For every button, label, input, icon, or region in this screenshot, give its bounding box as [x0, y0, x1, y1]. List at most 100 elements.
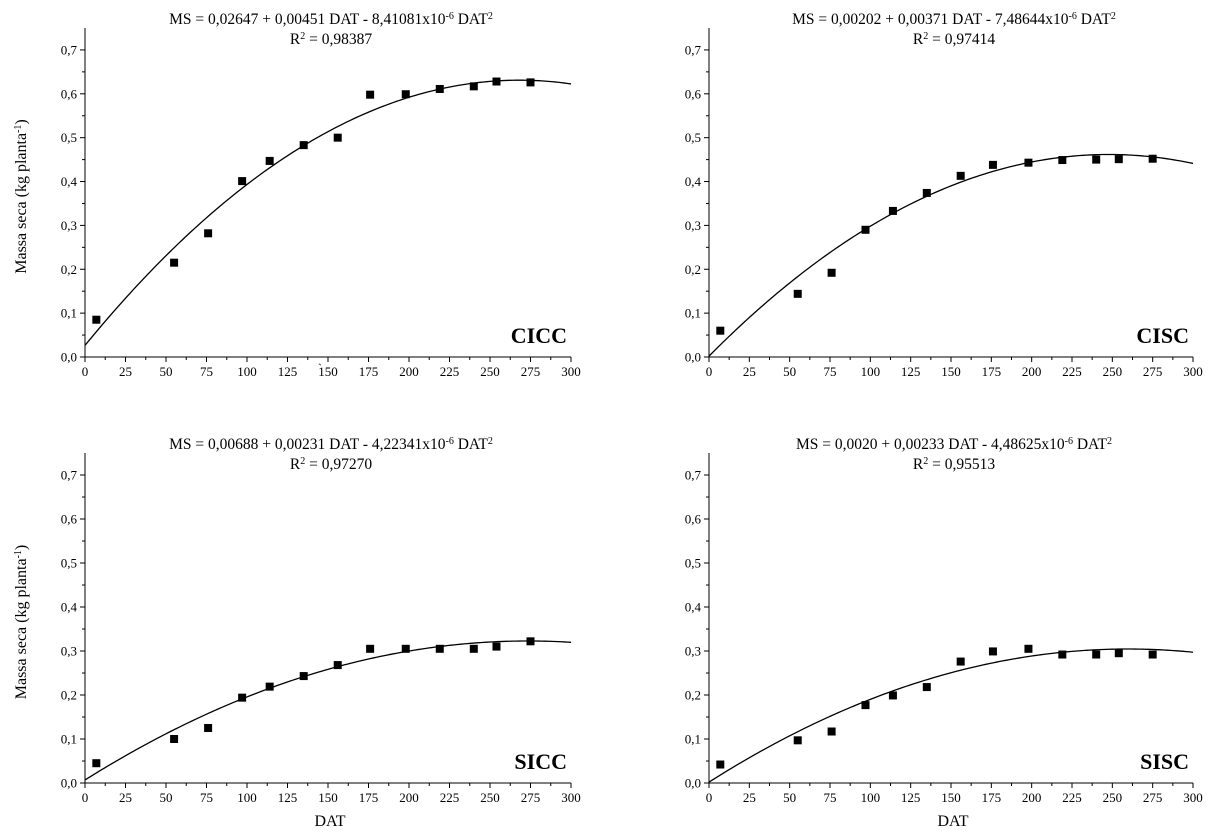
y-tick-label: 0,3	[685, 644, 701, 659]
r-squared-label: R2 = 0,97270	[290, 456, 372, 474]
data-point	[492, 642, 501, 651]
y-tick-label: 0,0	[685, 776, 701, 791]
x-tick-label: 100	[861, 790, 881, 805]
data-point	[1058, 650, 1067, 659]
data-point	[526, 78, 535, 87]
stray-mark: `	[318, 361, 322, 375]
y-tick-label: 0,4	[61, 600, 78, 615]
x-tick-label: 125	[278, 790, 298, 805]
y-tick-label: 0,7	[685, 42, 702, 57]
x-tick-label: 200	[399, 364, 419, 379]
data-point	[861, 701, 870, 710]
x-tick-label: 0	[82, 364, 89, 379]
y-tick-label: 0,5	[61, 130, 77, 145]
y-tick-label: 0,7	[61, 468, 78, 483]
x-tick-label: 275	[1143, 364, 1163, 379]
data-point	[204, 724, 213, 732]
data-point	[238, 693, 247, 702]
data-point	[469, 644, 478, 653]
y-tick-label: 0,1	[685, 306, 701, 321]
x-tick-label: 200	[399, 790, 419, 805]
x-tick-label: 175	[982, 790, 1002, 805]
y-tick-label: 0,1	[61, 732, 77, 747]
data-point	[1148, 154, 1157, 163]
x-tick-label: 75	[824, 364, 837, 379]
y-tick-label: 0,6	[61, 86, 78, 101]
x-tick-label: 75	[824, 790, 837, 805]
x-tick-label: 100	[237, 364, 257, 379]
x-tick-label: 125	[901, 364, 921, 379]
y-tick-label: 0,0	[61, 776, 77, 791]
x-tick-label: 25	[119, 364, 132, 379]
data-point	[333, 661, 342, 670]
data-point	[526, 637, 535, 646]
data-point	[469, 82, 478, 91]
data-point	[238, 177, 247, 186]
data-point	[1114, 649, 1123, 658]
panel-tag: CISC	[1136, 323, 1189, 348]
x-tick-label: 75	[200, 790, 213, 805]
data-point	[956, 657, 965, 666]
x-tick-label: 50	[160, 790, 173, 805]
x-tick-label: 75	[200, 364, 213, 379]
x-tick-label: 300	[561, 790, 581, 805]
x-tick-label: 300	[1183, 364, 1203, 379]
data-point	[204, 229, 213, 238]
y-tick-label: 0,3	[61, 218, 77, 233]
x-tick-label: 50	[783, 790, 796, 805]
data-point	[1058, 156, 1067, 165]
y-tick-label: 0,5	[685, 556, 701, 571]
x-tick-label: 250	[1103, 364, 1123, 379]
y-tick-label: 0,6	[61, 512, 78, 527]
panel-tag: CICC	[511, 323, 567, 348]
x-tick-label: 100	[861, 364, 881, 379]
data-point	[888, 206, 897, 215]
y-tick-label: 0,7	[685, 468, 702, 483]
x-tick-label: 225	[1062, 790, 1082, 805]
data-point	[716, 760, 725, 769]
y-tick-label: 0,0	[61, 350, 77, 365]
x-tick-label: 200	[1022, 790, 1042, 805]
equation-label: MS = 0,0020 + 0,00233 DAT - 4,48625x10-6…	[796, 436, 1112, 454]
data-point	[435, 644, 444, 653]
data-point	[366, 90, 375, 99]
y-tick-label: 0,4	[61, 174, 78, 189]
x-tick-label: 125	[278, 364, 298, 379]
y-tick-label: 0,1	[61, 306, 77, 321]
x-tick-label: 300	[1183, 790, 1203, 805]
x-tick-label: 150	[941, 364, 961, 379]
y-tick-label: 0,4	[685, 174, 702, 189]
x-axis-title: DAT	[314, 813, 345, 830]
y-tick-label: 0,1	[685, 732, 701, 747]
y-axis-title: Massa seca (kg planta-1)	[13, 119, 31, 274]
data-point	[888, 691, 897, 700]
data-point	[333, 133, 342, 142]
x-tick-label: 125	[901, 790, 921, 805]
data-point	[793, 736, 802, 745]
panel-tag: SISC	[1140, 749, 1189, 774]
data-point	[922, 188, 931, 197]
r-squared-label: R2 = 0,97414	[913, 31, 995, 49]
x-tick-label: 150	[318, 364, 338, 379]
chart-panel-sisc: 0 25 50 75 100 125 150 175 200 225 250 275 300 0,0 0,1…	[685, 436, 1203, 831]
x-tick-label: 225	[1062, 364, 1082, 379]
x-tick-label: 0	[82, 790, 89, 805]
data-point	[170, 258, 179, 267]
fitted-curve	[84, 79, 572, 346]
x-tick-label: 0	[706, 790, 713, 805]
y-tick-label: 0,3	[61, 644, 77, 659]
data-point	[1024, 158, 1033, 167]
data-point	[401, 90, 410, 99]
x-tick-label: 25	[743, 364, 756, 379]
r-squared-label: R2 = 0,98387	[290, 31, 372, 49]
y-tick-label: 0,5	[685, 130, 701, 145]
data-point	[1092, 650, 1101, 659]
chart-panel-cicc: 0 25 50 75 100 125 150 175 200 225 250 275 300 0,0 0,1…	[13, 11, 581, 380]
y-tick-label: 0,6	[685, 512, 702, 527]
data-point	[956, 171, 965, 180]
x-tick-label: 275	[521, 790, 541, 805]
data-point	[265, 682, 274, 691]
fitted-curve	[708, 153, 1194, 357]
chart-panel-sicc: 0 25 50 75 100 125 150 175 200 225 250 275 300 0,0 0,1…	[13, 436, 581, 831]
x-axis-title: DAT	[937, 813, 968, 830]
